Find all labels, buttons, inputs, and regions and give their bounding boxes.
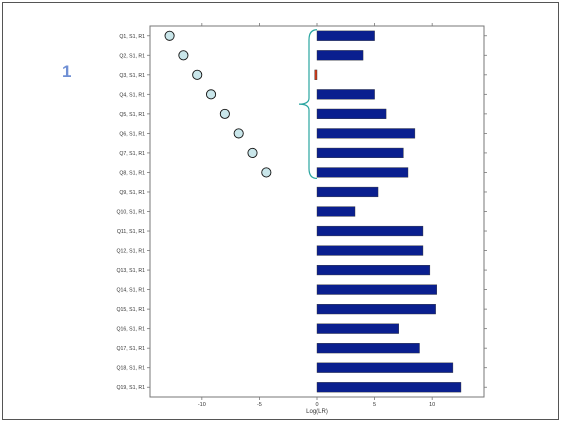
bar (316, 50, 364, 61)
bar (316, 343, 420, 354)
y-tick-label: Q1, S1, R1 (119, 34, 145, 40)
bar (316, 30, 375, 41)
figure-frame (2, 2, 559, 420)
bar (314, 69, 318, 80)
x-tick-label: -5 (257, 402, 262, 408)
y-tick-label: Q14, S1, R1 (116, 288, 145, 294)
x-tick-label: 10 (429, 402, 435, 408)
bar (316, 382, 462, 393)
bar (316, 264, 431, 276)
bar (316, 362, 454, 373)
y-tick-label: Q15, S1, R1 (116, 307, 145, 313)
y-tick-label: Q17, S1, R1 (116, 346, 145, 352)
x-tick-label: 0 (315, 402, 318, 408)
bar (316, 128, 416, 139)
x-tick-label: 5 (373, 402, 376, 408)
y-tick-label: Q3, S1, R1 (119, 73, 145, 79)
panel-marker-label: 1 (62, 62, 72, 81)
bar (316, 304, 436, 315)
bar (316, 225, 424, 237)
bar (316, 108, 387, 119)
scatter-point (205, 89, 217, 100)
scatter-point (247, 147, 258, 158)
y-tick-label: Q9, S1, R1 (119, 190, 145, 196)
bar (316, 89, 375, 100)
scatter-point (164, 30, 175, 41)
scatter-point (261, 167, 272, 178)
y-tick-label: Q7, S1, R1 (119, 151, 145, 157)
y-tick-label: Q4, S1, R1 (119, 92, 145, 98)
y-tick-label: Q2, S1, R1 (119, 53, 145, 59)
y-tick-label: Q11, S1, R1 (117, 229, 145, 235)
bar (316, 323, 399, 334)
y-tick-label: Q8, S1, R1 (119, 170, 145, 176)
x-axis-label: Log(LR) (306, 409, 328, 415)
scatter-point (219, 108, 230, 119)
y-tick-label: Q12, S1, R1 (116, 249, 145, 255)
scatter-point (178, 50, 189, 61)
x-tick-label: -10 (198, 402, 206, 408)
y-tick-label: Q6, S1, R1 (119, 131, 145, 137)
y-tick-label: Q10, S1, R1 (116, 210, 145, 216)
bar (316, 284, 437, 295)
y-tick-label: Q16, S1, R1 (116, 327, 145, 333)
y-tick-label: Q13, S1, R1 (116, 268, 145, 274)
bar (316, 147, 404, 159)
y-tick-label: Q19, S1, R1 (116, 385, 145, 391)
bar (316, 245, 424, 256)
group-brace (298, 29, 318, 180)
bar (316, 206, 356, 217)
scatter-point (233, 128, 244, 139)
y-tick-label: Q5, S1, R1 (119, 112, 145, 118)
bar (316, 186, 379, 198)
scatter-point (192, 69, 203, 80)
y-tick-label: Q18, S1, R1 (116, 366, 145, 372)
bar (316, 167, 409, 178)
